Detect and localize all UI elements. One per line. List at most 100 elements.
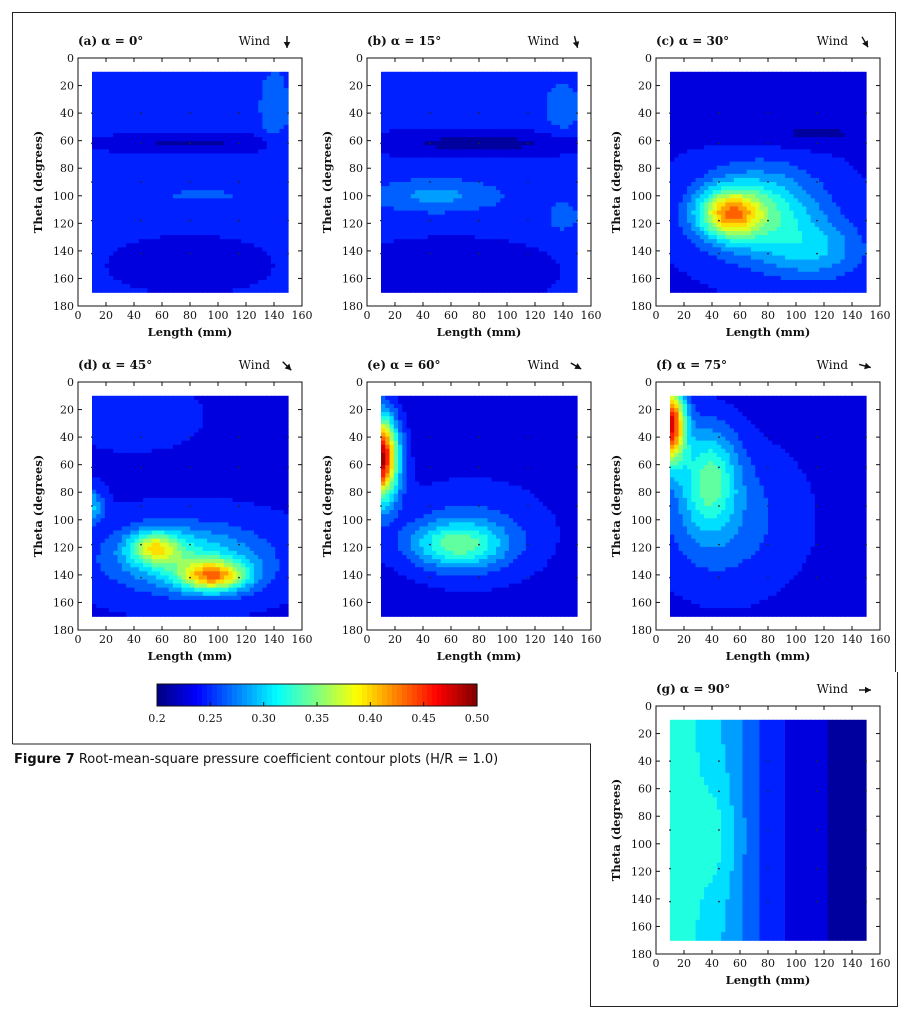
contour-cell bbox=[211, 177, 217, 183]
contour-cell bbox=[453, 108, 459, 114]
contour-cell bbox=[138, 279, 144, 285]
contour-cell bbox=[109, 149, 114, 155]
contour-cell bbox=[423, 92, 429, 97]
contour-cell bbox=[538, 84, 544, 89]
contour-cell bbox=[564, 267, 570, 273]
contour-cell bbox=[487, 190, 493, 195]
contour-cell bbox=[275, 194, 281, 199]
contour-cell bbox=[219, 128, 225, 134]
contour-cell bbox=[521, 186, 527, 191]
contour-cell bbox=[109, 157, 114, 163]
contour-cell bbox=[202, 230, 208, 236]
contour-cell bbox=[559, 218, 565, 224]
contour-cell bbox=[508, 84, 514, 89]
contour-cell bbox=[381, 226, 386, 232]
contour-cell bbox=[538, 88, 544, 93]
contour-cell bbox=[253, 157, 259, 163]
contour-cell bbox=[466, 251, 472, 257]
contour-cell bbox=[258, 112, 264, 118]
contour-cell bbox=[402, 104, 408, 110]
contour-cell bbox=[96, 149, 102, 155]
contour-cell bbox=[393, 133, 399, 138]
contour-cell bbox=[517, 112, 523, 118]
contour-cell bbox=[121, 235, 127, 240]
contour-cell bbox=[134, 120, 140, 126]
contour-cell bbox=[474, 263, 480, 269]
contour-cell bbox=[500, 206, 506, 212]
contour-cell bbox=[453, 169, 459, 175]
contour-cell bbox=[534, 186, 540, 191]
contour-cell bbox=[181, 169, 187, 175]
contour-cell bbox=[164, 284, 170, 289]
contour-cell bbox=[202, 239, 208, 244]
contour-cell bbox=[113, 275, 119, 281]
contour-cell bbox=[172, 120, 178, 126]
contour-cell bbox=[155, 243, 161, 248]
contour-cell bbox=[559, 275, 565, 281]
contour-cell bbox=[517, 210, 523, 216]
contour-cell bbox=[275, 177, 281, 183]
contour-cell bbox=[542, 284, 548, 289]
contour-cell bbox=[406, 251, 412, 257]
contour-cell bbox=[504, 120, 510, 126]
contour-cell bbox=[283, 284, 289, 289]
contour-cell bbox=[542, 133, 548, 138]
contour-cell bbox=[406, 194, 412, 199]
contour-cell bbox=[402, 235, 408, 240]
contour-cell bbox=[483, 284, 489, 289]
contour-cell bbox=[181, 177, 187, 183]
contour-cell bbox=[500, 153, 506, 159]
contour-cell bbox=[279, 259, 285, 265]
contour-cell bbox=[190, 112, 195, 118]
contour-cell bbox=[100, 165, 106, 171]
contour-cell bbox=[508, 165, 514, 171]
contour-cell bbox=[436, 259, 442, 265]
contour-cell bbox=[138, 128, 144, 134]
contour-cell bbox=[432, 275, 437, 281]
contour-cell bbox=[185, 145, 191, 150]
contour-cell bbox=[138, 186, 144, 191]
contour-cell bbox=[155, 133, 161, 138]
contour-cell bbox=[444, 149, 450, 155]
contour-cell bbox=[113, 255, 119, 261]
contour-cell bbox=[130, 112, 136, 118]
contour-cell bbox=[487, 206, 493, 212]
contour-cell bbox=[279, 263, 285, 269]
contour-cell bbox=[547, 202, 553, 208]
contour-cell bbox=[202, 288, 208, 293]
contour-cell bbox=[258, 239, 264, 244]
contour-cell bbox=[181, 210, 187, 216]
contour-cell bbox=[474, 137, 480, 142]
contour-cell bbox=[172, 177, 178, 183]
contour-cell bbox=[160, 263, 166, 269]
contour-cell bbox=[530, 124, 535, 130]
contour-cell bbox=[130, 267, 136, 273]
contour-cell bbox=[508, 259, 514, 265]
contour-cell bbox=[547, 186, 553, 191]
contour-cell bbox=[474, 267, 480, 273]
contour-cell bbox=[559, 157, 565, 163]
contour-cell bbox=[181, 198, 187, 204]
contour-cell bbox=[224, 259, 229, 265]
contour-cell bbox=[440, 255, 446, 261]
contour-cell bbox=[449, 79, 455, 85]
contour-cell bbox=[143, 128, 148, 134]
contour-cell bbox=[381, 141, 386, 146]
contour-cell bbox=[466, 71, 472, 77]
contour-cell bbox=[155, 112, 161, 118]
contour-cell bbox=[211, 75, 217, 81]
contour-cell bbox=[381, 202, 386, 208]
contour-cell bbox=[470, 186, 476, 191]
contour-cell bbox=[440, 251, 446, 257]
contour-cell bbox=[406, 104, 412, 110]
contour-cell bbox=[500, 133, 506, 138]
contour-cell bbox=[138, 145, 144, 150]
contour-cell bbox=[513, 100, 518, 106]
contour-cell bbox=[474, 275, 480, 281]
contour-cell bbox=[508, 145, 514, 150]
contour-cell bbox=[547, 222, 553, 228]
contour-cell bbox=[194, 271, 200, 277]
contour-cell bbox=[138, 149, 144, 155]
contour-cell bbox=[168, 177, 174, 183]
contour-cell bbox=[406, 206, 412, 212]
